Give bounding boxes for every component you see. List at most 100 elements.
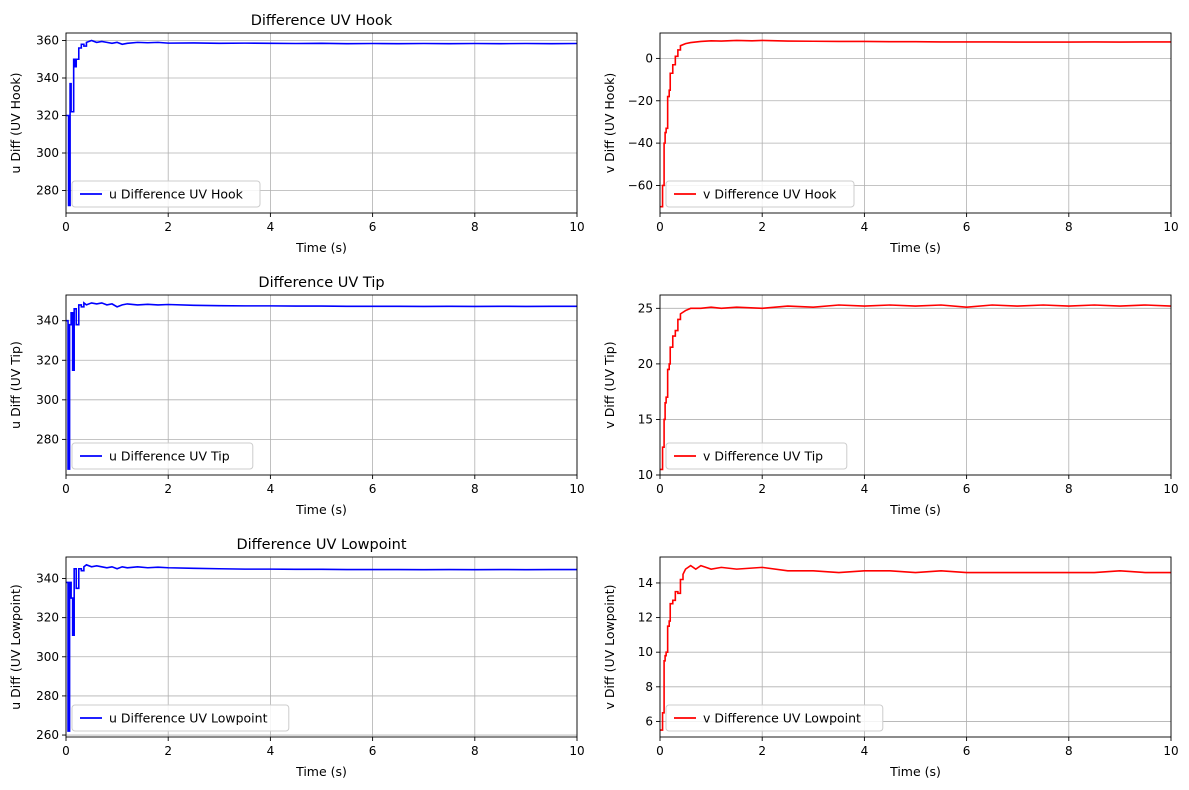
x-axis-label: Time (s) [889, 240, 941, 255]
x-tick-label: 6 [963, 220, 971, 234]
y-tick-label: 260 [36, 728, 59, 742]
subplot-1: 0 2 4 6 8 10 280 300 320 340 360 Time (s) u Diff (UV… [8, 13, 585, 255]
x-tick-label: 8 [471, 220, 479, 234]
x-tick-label: 6 [369, 220, 377, 234]
y-tick-label: 8 [645, 680, 653, 694]
series-line [66, 301, 577, 470]
x-tick-label: 6 [369, 744, 377, 758]
x-tick-label: 0 [62, 744, 70, 758]
axes-frame [65, 294, 578, 476]
x-tick-label: 10 [1163, 220, 1178, 234]
legend: v Difference UV Tip [665, 442, 848, 470]
series-line [660, 39, 1171, 208]
y-tick-label: 280 [36, 689, 59, 703]
x-tick-label: 2 [758, 220, 766, 234]
legend-label: u Difference UV Lowpoint [109, 711, 268, 726]
axes-frame [659, 32, 1172, 214]
x-tick-label: 4 [861, 744, 869, 758]
y-tick-label: 340 [36, 572, 59, 586]
legend: v Difference UV Hook [665, 180, 855, 208]
chart-title: Difference UV Tip [258, 275, 384, 291]
axes-frame [659, 556, 1172, 738]
y-tick-label: 10 [638, 645, 653, 659]
series-line [66, 39, 577, 207]
x-tick-label: 8 [1065, 744, 1073, 758]
legend: u Difference UV Hook [71, 180, 261, 208]
x-axis-label: Time (s) [295, 764, 347, 779]
y-tick-label: 12 [638, 611, 653, 625]
x-axis-label: Time (s) [889, 764, 941, 779]
y-axis-label: u Diff (UV Lowpoint) [8, 584, 23, 710]
y-tick-label: −60 [628, 178, 653, 192]
subplot-5: 0 2 4 6 8 10 260 280 300 320 340 Time (s) u Diff (UV… [8, 537, 585, 779]
y-tick-label: 320 [36, 109, 59, 123]
axes-frame [65, 32, 578, 214]
y-axis-label: v Diff (UV Hook) [602, 73, 617, 173]
x-tick-label: 2 [758, 482, 766, 496]
y-axis-label: u Diff (UV Hook) [8, 73, 23, 174]
series-line [660, 564, 1171, 731]
x-tick-label: 8 [471, 744, 479, 758]
legend: u Difference UV Lowpoint [71, 704, 290, 732]
x-tick-label: 4 [861, 482, 869, 496]
y-tick-label: 10 [638, 468, 653, 482]
y-tick-label: 360 [36, 34, 59, 48]
x-tick-label: 2 [164, 482, 172, 496]
y-tick-label: 0 [645, 51, 653, 65]
x-tick-label: 10 [569, 482, 584, 496]
legend-label: u Difference UV Tip [109, 449, 230, 464]
y-tick-label: 6 [645, 714, 653, 728]
axes-frame [65, 556, 578, 738]
y-tick-label: 300 [36, 393, 59, 407]
x-tick-label: 8 [1065, 482, 1073, 496]
series-line [66, 563, 577, 732]
x-tick-label: 0 [656, 744, 664, 758]
x-tick-label: 6 [369, 482, 377, 496]
x-tick-label: 6 [963, 482, 971, 496]
series-line [660, 304, 1171, 471]
y-tick-label: 20 [638, 357, 653, 371]
x-tick-label: 10 [569, 220, 584, 234]
y-tick-label: −20 [628, 94, 653, 108]
legend-box [665, 442, 848, 470]
y-axis-label: u Diff (UV Tip) [8, 341, 23, 429]
x-axis-label: Time (s) [295, 502, 347, 517]
subplot-2: 0 2 4 6 8 10 −60 −40 −20 0 Time (s) v Diff (UV Hook… [602, 32, 1179, 255]
subplot-4: 0 2 4 6 8 10 10 15 20 25 Time (s) v Diff (UV Tip) v … [602, 294, 1179, 517]
x-tick-label: 8 [1065, 220, 1073, 234]
x-tick-label: 6 [963, 744, 971, 758]
legend-label: v Difference UV Hook [703, 187, 837, 202]
legend-label: v Difference UV Tip [703, 449, 823, 464]
legend-box [71, 704, 290, 732]
y-tick-label: 25 [638, 301, 653, 315]
legend: v Difference UV Lowpoint [665, 704, 884, 732]
x-tick-label: 0 [656, 220, 664, 234]
y-axis-label: v Diff (UV Tip) [602, 341, 617, 428]
legend-box [71, 442, 254, 470]
x-tick-label: 8 [471, 482, 479, 496]
x-tick-label: 2 [164, 744, 172, 758]
y-tick-label: 15 [638, 412, 653, 426]
x-tick-label: 10 [1163, 482, 1178, 496]
legend-box [665, 180, 855, 208]
x-tick-label: 10 [569, 744, 584, 758]
y-tick-label: 280 [36, 184, 59, 198]
y-tick-label: 14 [638, 576, 653, 590]
y-tick-label: −40 [628, 136, 653, 150]
x-tick-label: 2 [758, 744, 766, 758]
legend-box [665, 704, 884, 732]
subplot-6: 0 2 4 6 8 10 6 8 10 12 14 Time (s) v Diff (UV Lowpoi… [602, 556, 1179, 779]
x-axis-label: Time (s) [295, 240, 347, 255]
legend: u Difference UV Tip [71, 442, 254, 470]
subplot-3: 0 2 4 6 8 10 280 300 320 340 Time (s) u Diff (UV Ti… [8, 275, 585, 517]
x-axis-label: Time (s) [889, 502, 941, 517]
y-tick-label: 300 [36, 146, 59, 160]
legend-label: v Difference UV Lowpoint [703, 711, 861, 726]
chart-title: Difference UV Lowpoint [236, 537, 406, 553]
legend-label: u Difference UV Hook [109, 187, 244, 202]
y-tick-label: 320 [36, 611, 59, 625]
x-tick-label: 4 [267, 744, 275, 758]
chart-title: Difference UV Hook [251, 13, 393, 29]
axes-frame [659, 294, 1172, 476]
